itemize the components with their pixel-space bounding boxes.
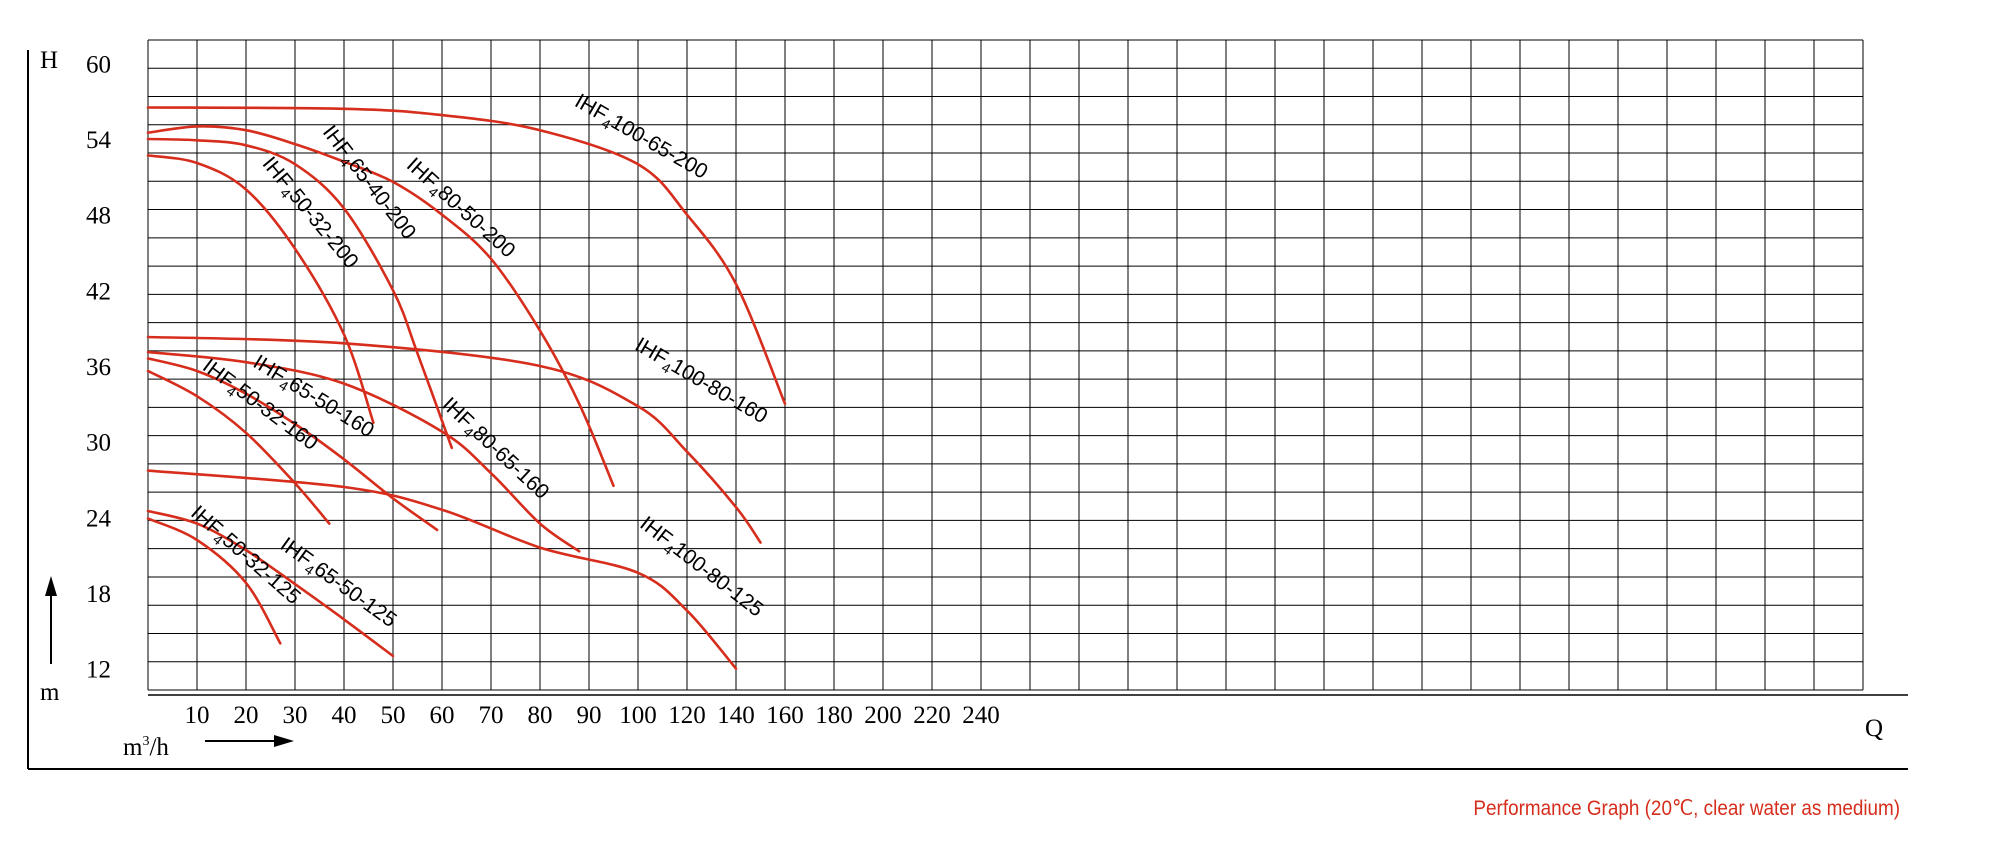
y-tick-label: 60 <box>86 51 111 78</box>
y-tick-label: 48 <box>86 203 111 230</box>
chart-grid <box>147 39 1864 691</box>
curve-label: IHF480-65-160 <box>435 393 553 506</box>
curve-ihf480-65-160 <box>146 350 581 553</box>
x-tick-label: 100 <box>619 702 657 729</box>
x-tick-label: 90 <box>577 702 602 729</box>
x-tick-label: 220 <box>913 702 951 729</box>
curve-label: IHF4100-80-125 <box>634 512 768 624</box>
x-tick-label: 120 <box>668 702 706 729</box>
x-tick-label: 180 <box>815 702 853 729</box>
y-tick-label: 24 <box>86 505 112 532</box>
x-tick-label: 200 <box>864 702 902 729</box>
y-axis-label: H <box>40 47 58 74</box>
x-tick-label: 160 <box>766 702 804 729</box>
curve-label: IHF480-50-200 <box>400 153 519 264</box>
curve-ihf450-32-125 <box>146 517 282 645</box>
curve-ihf465-50-160 <box>146 357 439 532</box>
y-tick-label: 42 <box>86 278 111 305</box>
performance-curves <box>146 106 787 670</box>
curve-ihf465-50-125 <box>146 509 395 658</box>
y-axis-unit: m <box>40 679 60 706</box>
curve-ihf4100-65-200 <box>146 106 787 406</box>
y-tick-label: 36 <box>86 354 111 381</box>
curve-ihf4100-80-160 <box>146 335 762 544</box>
y-tick-label: 12 <box>86 657 111 684</box>
x-axis-label: Q <box>1865 715 1883 742</box>
x-tick-label: 70 <box>479 702 504 729</box>
axis-ticks: 12 18 24 30 36 42 48 54 60 10 20 30 40 50 60 70 80 90 100 1… <box>86 51 1000 729</box>
curve-ihf4100-80-125 <box>146 469 738 670</box>
chart-caption: Performance Graph (20℃, clear water as m… <box>1473 797 1900 820</box>
x-tick-label: 40 <box>332 702 357 729</box>
y-tick-label: 54 <box>86 127 112 154</box>
y-tick-label: 18 <box>86 581 111 608</box>
chart-axes <box>27 50 1908 770</box>
axis-labels: H m Q m3/h <box>40 47 1883 761</box>
x-tick-label: 80 <box>528 702 553 729</box>
curve-ihf450-32-200 <box>146 154 375 424</box>
x-tick-label: 30 <box>283 702 308 729</box>
y-axis-arrow-icon <box>45 576 57 664</box>
x-tick-label: 240 <box>962 702 1000 729</box>
x-tick-label: 140 <box>717 702 755 729</box>
curve-ihf465-40-200 <box>146 137 454 450</box>
x-tick-label: 50 <box>381 702 406 729</box>
x-axis-unit: m3/h <box>123 734 169 761</box>
x-tick-label: 60 <box>430 702 455 729</box>
curve-labels: IHF4100-65-200IHF480-50-200IHF465-40-200… <box>186 89 771 632</box>
curve-ihf480-50-200 <box>146 125 615 488</box>
y-tick-label: 30 <box>86 430 111 457</box>
curve-ihf450-32-160 <box>146 369 331 525</box>
x-tick-label: 10 <box>185 702 210 729</box>
x-tick-label: 20 <box>234 702 259 729</box>
curve-label: IHF4100-65-200 <box>569 89 711 186</box>
x-axis-arrow-icon <box>205 735 294 747</box>
